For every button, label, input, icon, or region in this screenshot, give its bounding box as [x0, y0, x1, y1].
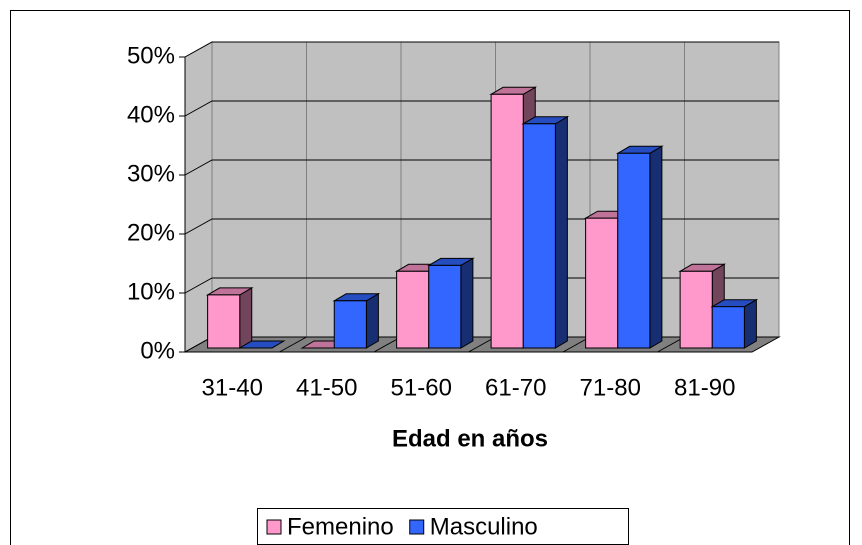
x-tick-label: 81-90	[674, 374, 735, 401]
x-tick-label: 41-50	[296, 374, 357, 401]
grid-line	[184, 159, 779, 176]
bar	[333, 300, 367, 349]
bar	[396, 270, 430, 349]
grid-line	[184, 100, 779, 117]
y-tick-label: 10%	[127, 278, 175, 305]
bar	[522, 123, 556, 349]
bar-top	[237, 340, 286, 349]
bar	[207, 294, 241, 349]
y-tick-label: 40%	[127, 101, 175, 128]
bar	[585, 217, 619, 349]
y-tick-label: 20%	[127, 219, 175, 246]
legend-label: Masculino	[430, 513, 538, 540]
y-tick-label: 50%	[127, 42, 175, 69]
bar-side	[239, 287, 253, 349]
bar	[711, 306, 745, 349]
legend-box	[257, 508, 629, 545]
legend-label: Femenino	[287, 513, 394, 540]
x-tick-label: 31-40	[202, 374, 263, 401]
bar-side	[365, 292, 379, 349]
y-tick-label: 30%	[127, 160, 175, 187]
x-tick-label: 61-70	[485, 374, 546, 401]
bar	[617, 152, 651, 349]
x-tick-label: 71-80	[580, 374, 641, 401]
grid-line	[184, 41, 779, 58]
x-tick-label: 51-60	[391, 374, 452, 401]
legend-swatch	[266, 519, 282, 535]
x-axis-title: Edad en años	[392, 425, 548, 452]
bar-side	[460, 257, 474, 349]
legend-swatch	[409, 519, 425, 535]
bar	[428, 264, 462, 349]
bar	[679, 270, 713, 349]
bar	[490, 93, 524, 349]
bar-side	[743, 298, 757, 349]
y-tick-label: 0%	[140, 337, 175, 364]
bar-side	[649, 145, 663, 349]
floor-divider	[279, 336, 307, 353]
bar-side	[554, 115, 568, 349]
